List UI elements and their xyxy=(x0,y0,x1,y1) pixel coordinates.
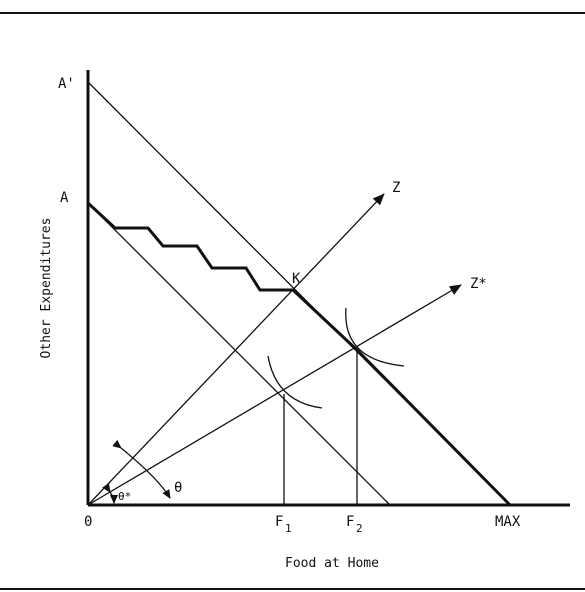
x-tick-max: MAX xyxy=(495,514,521,530)
origin-label: 0 xyxy=(84,514,92,530)
angle-arc-theta-star xyxy=(102,483,118,504)
ray-label-z: Z xyxy=(392,180,400,196)
y-tick-a-prime: A' xyxy=(58,76,75,92)
angle-label-theta-star: θ* xyxy=(118,490,131,503)
ray-label-z-star: Z* xyxy=(470,276,487,292)
indifference-arc-2 xyxy=(345,307,405,367)
ray-z-star xyxy=(87,284,462,506)
x-tick-f1: F xyxy=(275,514,283,530)
effective-constraint xyxy=(86,201,512,507)
x-tick-f1-subscript: 1 xyxy=(285,522,292,535)
y-axis-title: Other Expenditures xyxy=(39,218,54,359)
x-tick-f2: F xyxy=(346,514,354,530)
angle-arc-theta xyxy=(112,439,171,499)
angle-label-theta: θ xyxy=(174,480,182,496)
x-tick-f2-subscript: 2 xyxy=(356,522,363,535)
x-axis-title: Food at Home xyxy=(285,556,379,571)
indifference-arc-1 xyxy=(267,355,323,409)
point-label-k: K xyxy=(292,271,301,287)
y-tick-a: A xyxy=(60,190,69,206)
budget-line-a xyxy=(87,202,391,506)
